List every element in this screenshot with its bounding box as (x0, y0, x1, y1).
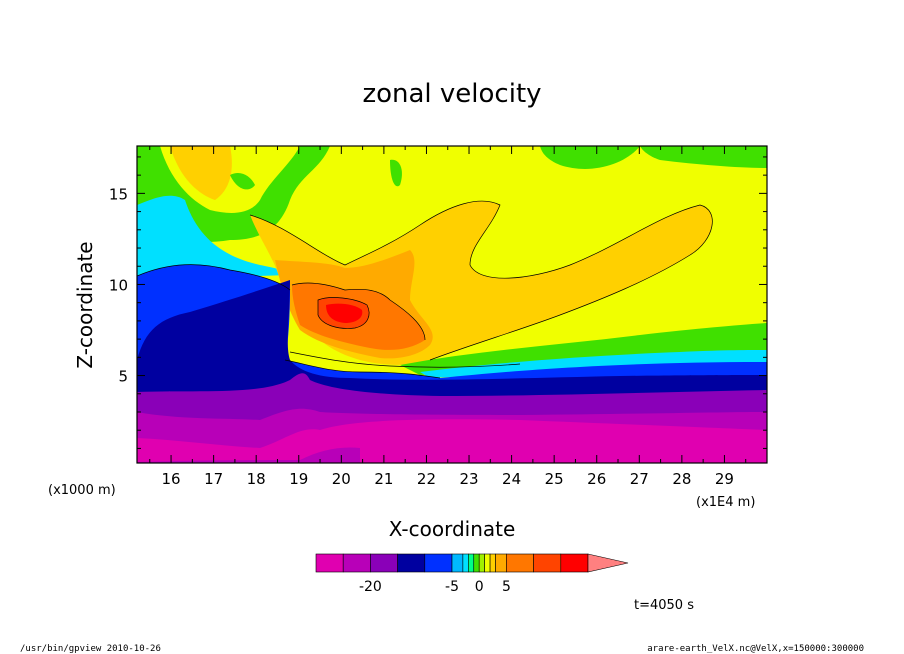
contour-field (137, 146, 767, 463)
colorbar-segment (473, 553, 480, 573)
colorbar (315, 553, 629, 573)
y-tick-label: 15 (109, 185, 128, 203)
x-tick-label: 29 (715, 470, 734, 488)
colorbar-segment (478, 553, 485, 573)
x-tick-label: 25 (545, 470, 564, 488)
y-tick-label: 5 (118, 368, 128, 386)
x-tick-label: 18 (247, 470, 266, 488)
footer-left: /usr/bin/gpview 2010-10-26 (20, 644, 161, 654)
contour-green-patch2 (390, 159, 402, 187)
footer-right: arare-earth_VelX.nc@VelX,x=150000:300000 (647, 644, 864, 654)
y-unit-label: (x1000 m) (48, 483, 116, 498)
x-tick-label: 27 (630, 470, 649, 488)
x-axis-ticks: 16 17 18 19 20 21 22 23 24 25 26 27 28 29 (149, 146, 747, 488)
chart-title: zonal velocity (362, 79, 541, 109)
y-axis-title: Z-coordinate (73, 241, 97, 368)
contour-green-band (400, 323, 767, 375)
colorbar-overflow-triangle (587, 553, 629, 573)
colorbar-label: -20 (359, 579, 382, 595)
time-label: t=4050 s (634, 598, 694, 613)
contour-cyan-band (420, 350, 767, 378)
colorbar-segment (342, 553, 371, 573)
colorbar-segment (533, 553, 562, 573)
contour-green-topright (640, 146, 767, 168)
colorbar-label: 0 (475, 579, 484, 595)
colorbar-segment (506, 553, 534, 573)
x-tick-label: 28 (672, 470, 691, 488)
contour-cyan-left (137, 195, 290, 280)
x-tick-label: 23 (459, 470, 478, 488)
contour-green-patch3 (540, 146, 640, 169)
plot-frame (136, 145, 768, 464)
contour-orange-top (170, 146, 232, 200)
contour-magenta (137, 419, 767, 463)
contour-red-max (326, 303, 363, 323)
colorbar-segment (424, 553, 453, 573)
colorbar-label: -5 (445, 579, 459, 595)
x-unit-label: (x1E4 m) (696, 495, 755, 510)
contour-violet-lower (137, 447, 360, 463)
x-tick-label: 22 (417, 470, 436, 488)
y-tick-label: 10 (109, 276, 128, 294)
x-tick-label: 17 (204, 470, 223, 488)
x-tick-label: 19 (289, 470, 308, 488)
x-tick-label: 16 (162, 470, 181, 488)
x-axis-title: X-coordinate (389, 517, 516, 541)
colorbar-labels: -20 -5 0 5 (359, 579, 511, 595)
colorbar-segment (484, 553, 491, 573)
colorbar-segment (315, 553, 344, 573)
x-tick-label: 26 (587, 470, 606, 488)
contour-green-patch1 (230, 173, 255, 190)
colorbar-segment (495, 553, 507, 573)
x-tick-label: 20 (332, 470, 351, 488)
x-tick-label: 21 (374, 470, 393, 488)
x-tick-label: 24 (502, 470, 521, 488)
colorbar-segment (451, 553, 464, 573)
y-axis-ticks: 5 10 15 (109, 156, 767, 449)
colorbar-segment (370, 553, 398, 573)
colorbar-segment (462, 553, 469, 573)
colorbar-label: 5 (502, 579, 511, 595)
colorbar-segment (468, 553, 475, 573)
colorbar-segment (489, 553, 496, 573)
colorbar-segment (397, 553, 426, 573)
colorbar-segment (560, 553, 589, 573)
